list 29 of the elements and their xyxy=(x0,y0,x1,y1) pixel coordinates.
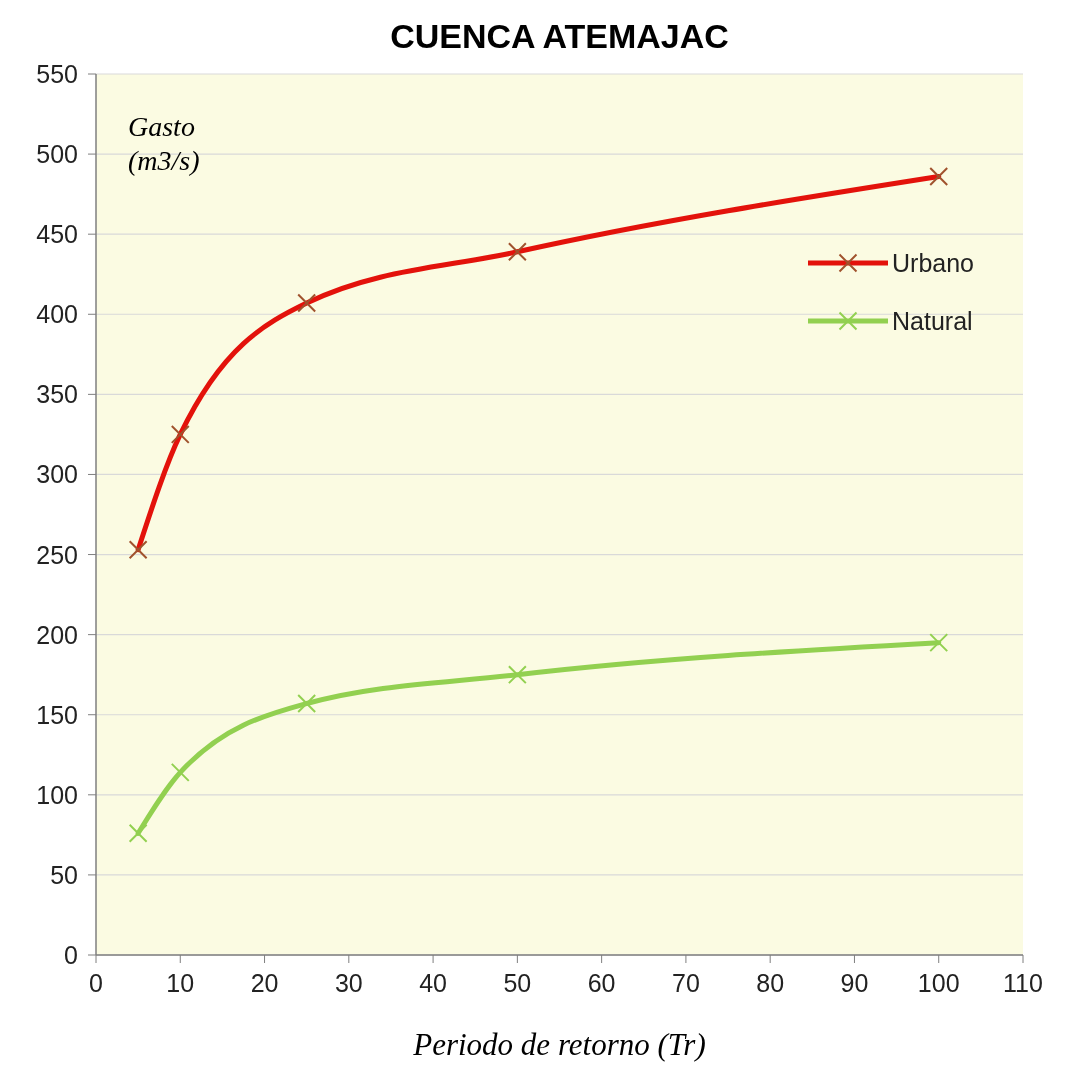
y-tick-label: 500 xyxy=(36,140,78,169)
y-tick-label: 450 xyxy=(36,220,78,249)
x-tick-label: 100 xyxy=(917,969,960,997)
x-tick-label: 10 xyxy=(166,969,195,997)
y-tick-label: 0 xyxy=(64,941,78,969)
x-axis-title: Periodo de retorno (Tr) xyxy=(412,1027,706,1062)
x-tick-label: 50 xyxy=(503,969,532,997)
legend-label: Urbano xyxy=(892,249,974,277)
y-tick-label: 50 xyxy=(50,860,78,889)
x-tick-label: 60 xyxy=(587,969,616,997)
y-tick-label: 300 xyxy=(36,460,78,489)
y-tick-label: 350 xyxy=(36,380,78,409)
y-tick-label: 100 xyxy=(36,780,78,809)
y-axis-title: Gasto (m3/s) xyxy=(128,111,200,176)
x-tick-label: 0 xyxy=(89,969,103,997)
x-tick-label: 90 xyxy=(840,969,869,997)
x-tick-label: 80 xyxy=(756,969,785,997)
y-tick-label: 200 xyxy=(36,620,78,649)
x-tick-label: 70 xyxy=(672,969,700,997)
x-tick-label: 40 xyxy=(419,969,447,997)
legend-label: Natural xyxy=(892,307,973,335)
y-tick-label: 250 xyxy=(36,540,78,569)
y-tick-label: 400 xyxy=(36,300,78,329)
x-tick-label: 110 xyxy=(1003,969,1043,997)
x-tick-label: 30 xyxy=(334,969,363,997)
x-tick-label: 20 xyxy=(250,969,279,997)
y-tick-label: 550 xyxy=(36,60,78,88)
chart-title: CUENCA ATEMAJAC xyxy=(390,17,729,55)
y-tick-label: 150 xyxy=(36,700,78,729)
